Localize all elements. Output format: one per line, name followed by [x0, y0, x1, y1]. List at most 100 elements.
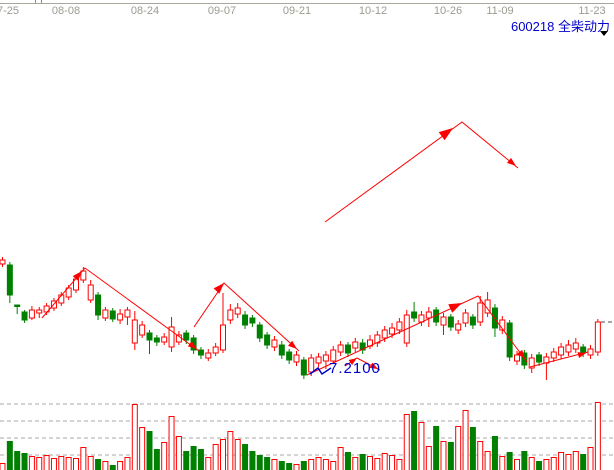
candle-body	[447, 316, 454, 328]
volume-bar	[308, 459, 315, 470]
volume-bar	[484, 451, 491, 470]
date-tick-label: 10-26	[433, 5, 463, 17]
candle-body	[286, 351, 293, 361]
candle-body	[293, 354, 300, 363]
volume-bar	[102, 461, 109, 470]
date-tick-label: 08-08	[51, 5, 81, 17]
volume-bar	[286, 463, 293, 470]
candle-body	[594, 321, 601, 353]
volume-bar	[242, 444, 249, 470]
volume-bar	[109, 465, 116, 470]
volume-bar	[212, 444, 219, 470]
candle-body	[558, 346, 565, 356]
arrowhead	[369, 362, 378, 369]
symbol-selector[interactable]: 600218 全柴动力	[511, 16, 610, 35]
trendline	[324, 121, 519, 223]
date-tick-label: 09-07	[207, 5, 237, 17]
candle-body	[102, 309, 109, 319]
volume-bar	[330, 461, 337, 470]
volume-bar	[205, 457, 212, 470]
volume-bar	[300, 461, 307, 470]
candle-body	[308, 357, 315, 373]
dropdown-arrow-icon[interactable]	[600, 31, 608, 36]
volume-bar	[293, 464, 300, 470]
candle-body	[381, 329, 388, 339]
volume-bar	[521, 451, 528, 470]
volume-bar	[367, 456, 373, 470]
candle-body	[389, 327, 396, 335]
volume-bar	[374, 458, 381, 470]
volume-bar	[587, 447, 594, 470]
volume-bar	[6, 441, 13, 470]
candle-body	[536, 354, 543, 363]
candle-body	[36, 309, 43, 314]
volume-bar	[73, 458, 79, 470]
volume-bar	[14, 451, 21, 470]
candle-body	[14, 304, 21, 307]
candle-body	[469, 316, 476, 326]
candle-body	[528, 357, 535, 369]
arrowhead	[187, 341, 197, 349]
arrowhead	[577, 352, 586, 358]
volume-bar	[117, 461, 124, 470]
axis-scroll-notch	[35, 0, 42, 3]
candle-body	[359, 342, 366, 351]
volume-bar	[506, 452, 513, 470]
volume-bar	[87, 456, 94, 470]
candle-body	[352, 341, 359, 349]
arrowhead	[348, 358, 357, 365]
volume-bar	[469, 427, 476, 470]
date-tick-label: 7-25	[0, 5, 20, 17]
candle-body	[28, 309, 35, 319]
volume-bar	[337, 447, 344, 470]
volume-bar	[95, 459, 102, 470]
volume-bar	[514, 459, 520, 470]
candle-body	[168, 326, 175, 348]
volume-bar	[558, 452, 565, 470]
date-tick-label: 11-23	[578, 5, 606, 17]
candle-body	[344, 344, 351, 354]
candle-body	[124, 309, 131, 318]
candle-body	[65, 287, 72, 298]
candle-body	[396, 321, 403, 331]
candle-body	[256, 324, 263, 339]
volume-bar	[197, 449, 204, 470]
volume-bar	[528, 457, 535, 470]
candle-body	[139, 324, 146, 336]
candle-body	[161, 336, 168, 343]
candle-body	[300, 359, 307, 376]
date-tick-label: 08-24	[130, 5, 160, 17]
volume-bar	[425, 446, 432, 470]
volume-bar	[234, 439, 241, 470]
volume-bar	[440, 441, 447, 470]
candle-body	[6, 264, 13, 296]
volume-bar	[411, 411, 418, 470]
volume-bar	[594, 402, 601, 470]
volume-bar	[271, 459, 278, 470]
volume-bar	[131, 404, 138, 470]
volume-bar	[403, 414, 410, 470]
date-tick-label: 10-12	[358, 5, 388, 17]
candle-body	[153, 337, 160, 343]
candle-body	[21, 311, 28, 321]
volume-bar	[499, 456, 506, 470]
candle-body	[242, 314, 249, 326]
candle-body	[550, 351, 557, 359]
candle-body	[506, 322, 513, 358]
candle-body	[440, 316, 447, 326]
volume-bar	[580, 454, 587, 470]
volume-bar	[146, 431, 153, 470]
volume-bar	[433, 426, 440, 470]
candle-body	[0, 259, 6, 265]
candle-body	[572, 342, 579, 350]
volume-bar	[455, 426, 462, 470]
candle-body	[183, 332, 190, 341]
candle-body	[455, 323, 462, 331]
candle-body	[565, 344, 572, 353]
volume-bar	[21, 453, 28, 470]
candle-body	[212, 346, 219, 354]
volume-bar	[278, 461, 285, 470]
arrowhead	[448, 303, 462, 313]
candle-body	[337, 344, 344, 353]
